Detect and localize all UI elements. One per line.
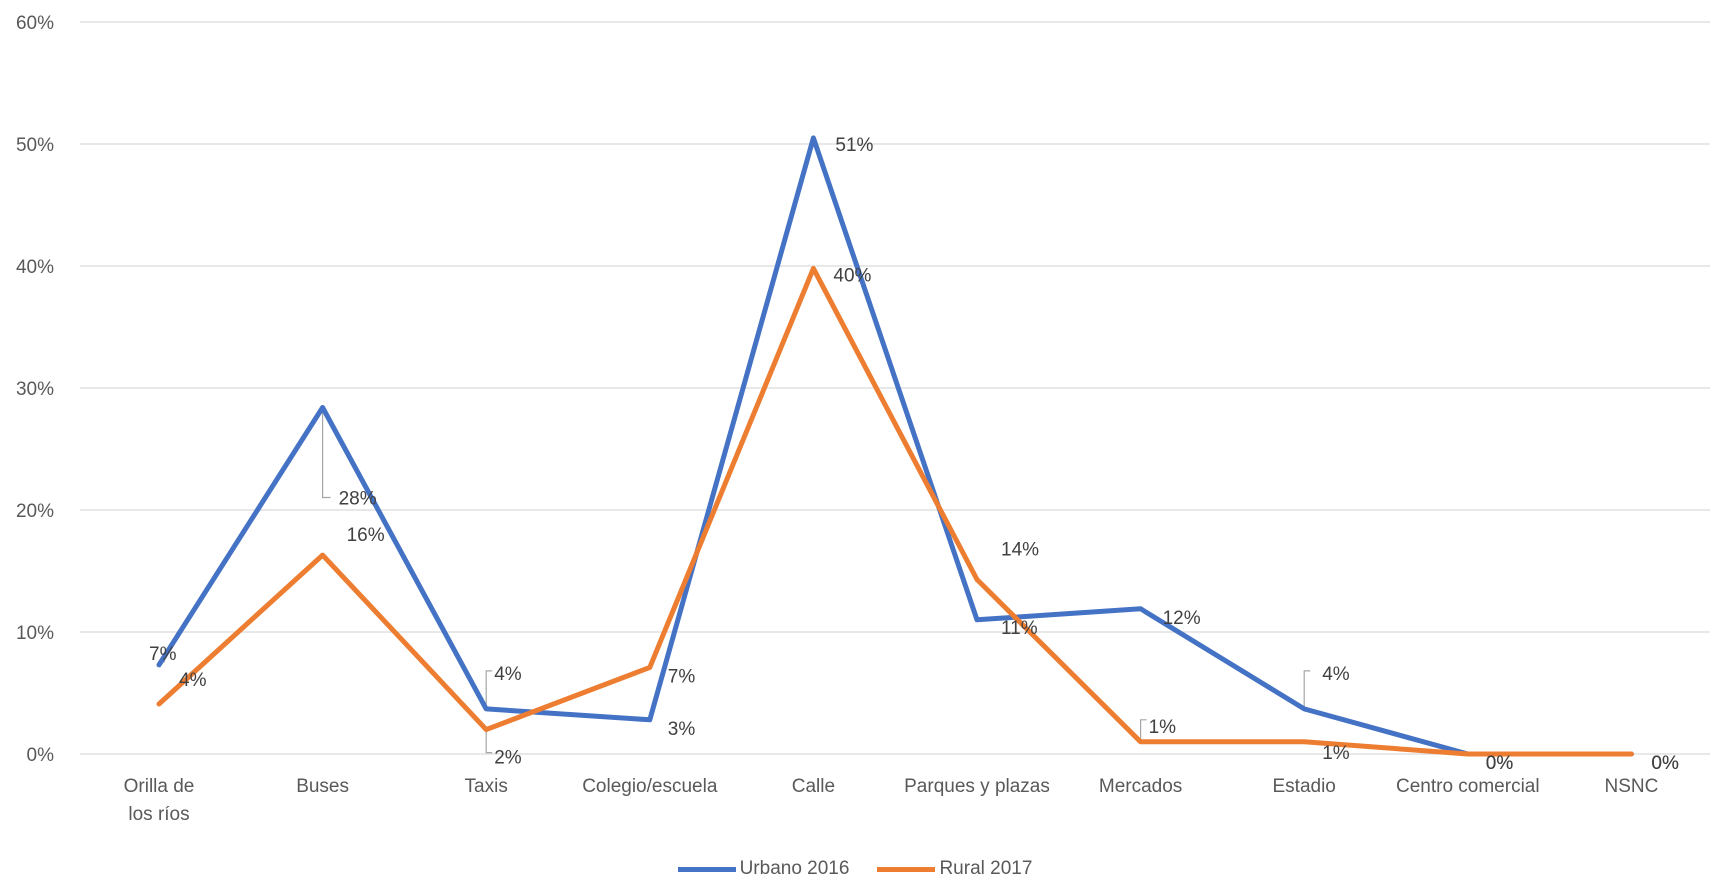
- data-label-rural: 16%: [347, 525, 385, 546]
- series-line-urbano: [156, 135, 1634, 757]
- leader-line: [1139, 719, 1147, 740]
- data-label-urbano: 4%: [1322, 664, 1350, 685]
- y-tick-label: 40%: [16, 257, 54, 278]
- x-tick-label: Mercados: [1099, 776, 1182, 797]
- data-label-leader-lines: [158, 407, 1311, 754]
- legend-label-urbano: Urbano 2016: [739, 858, 850, 879]
- data-label-urbano: 11%: [1001, 618, 1038, 639]
- data-label-urbano: 3%: [668, 719, 696, 740]
- y-tick-label: 50%: [16, 135, 54, 156]
- x-tick-label: Colegio/escuela: [582, 776, 718, 797]
- y-tick-label: 60%: [16, 13, 54, 34]
- data-label-urbano: 51%: [835, 135, 873, 156]
- data-label-rural: 4%: [179, 670, 207, 691]
- legend-swatch-urbano: [677, 866, 736, 872]
- x-tick-label: Centro comercial: [1396, 776, 1540, 797]
- data-label-rural: 0%: [1651, 753, 1679, 774]
- leader-line: [1303, 670, 1311, 707]
- x-tick-label: NSNC: [1604, 776, 1658, 797]
- x-tick-label: Estadio: [1273, 776, 1336, 797]
- gridlines: [80, 21, 1710, 755]
- legend: Urbano 2016 Rural 2017: [0, 858, 1710, 880]
- x-tick-label: Parques y plazas: [904, 776, 1050, 797]
- leader-line: [485, 670, 493, 707]
- data-label-urbano: 7%: [149, 644, 177, 665]
- legend-item-urbano: Urbano 2016: [677, 858, 850, 880]
- leader-line: [485, 731, 493, 754]
- leader-line: [322, 407, 331, 499]
- data-label-rural: 7%: [668, 666, 696, 687]
- series-lines: [156, 135, 1634, 757]
- x-tick-label: Taxis: [465, 776, 508, 797]
- data-label-rural: 1%: [1149, 717, 1177, 738]
- data-labels: 7% 28% 4% 3% 51% 11% 12% 4% 0% 0% 4% 16% 2% 7% 40% 14% 1…: [149, 135, 1679, 774]
- y-tick-label: 30%: [16, 379, 54, 400]
- y-tick-label: 0%: [27, 745, 55, 766]
- legend-item-rural: Rural 2017: [877, 858, 1032, 880]
- x-axis-category-labels: Orilla de los ríos Buses Taxis Colegio/escue…: [124, 776, 1659, 825]
- data-label-rural: 2%: [494, 748, 522, 769]
- data-label-rural: 0%: [1486, 753, 1514, 774]
- series-line-rural: [156, 265, 1634, 757]
- data-label-urbano: 0%: [1651, 753, 1679, 774]
- data-label-urbano: 12%: [1163, 608, 1201, 629]
- data-label-urbano: 0%: [1486, 753, 1514, 774]
- data-label-rural: 14%: [1001, 540, 1039, 561]
- data-label-rural: 40%: [833, 265, 871, 286]
- legend-label-rural: Rural 2017: [939, 858, 1033, 879]
- data-label-urbano: 28%: [339, 489, 377, 510]
- data-label-urbano: 4%: [494, 664, 522, 685]
- y-axis-tick-labels: 0% 10% 20% 30% 40% 50% 60%: [16, 13, 54, 766]
- x-tick-label: Buses: [296, 776, 349, 797]
- x-tick-label: Calle: [792, 776, 835, 797]
- y-tick-label: 10%: [16, 623, 54, 644]
- data-label-rural: 1%: [1322, 743, 1350, 764]
- x-tick-label: Orilla de los ríos: [124, 776, 195, 825]
- y-tick-label: 20%: [16, 501, 54, 522]
- legend-swatch-rural: [877, 866, 936, 872]
